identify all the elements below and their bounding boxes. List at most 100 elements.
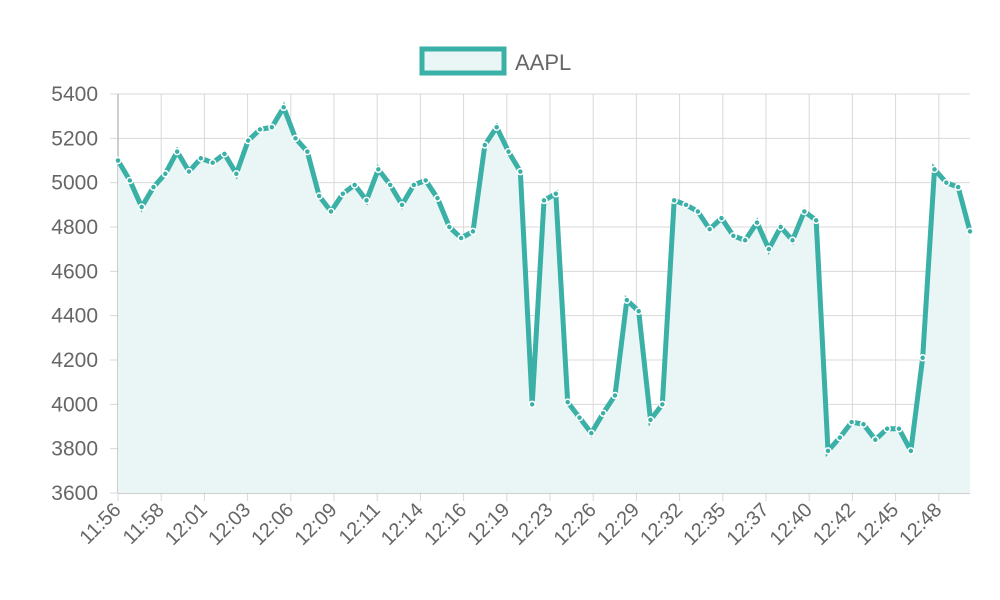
x-tick-label: 12:06: [247, 499, 298, 550]
y-tick-label: 5400: [51, 83, 98, 106]
data-point[interactable]: [339, 190, 347, 198]
data-point[interactable]: [256, 125, 264, 134]
data-point[interactable]: [895, 424, 903, 433]
data-point[interactable]: [457, 234, 465, 242]
y-tick-label: 3600: [51, 482, 98, 505]
data-point[interactable]: [279, 103, 288, 112]
data-point[interactable]: [362, 196, 371, 205]
data-point[interactable]: [220, 150, 229, 158]
legend-label: AAPL: [515, 50, 571, 75]
data-point[interactable]: [374, 165, 383, 174]
data-point[interactable]: [552, 190, 560, 198]
x-tick-label: 12:40: [766, 499, 817, 550]
data-point[interactable]: [291, 134, 300, 143]
data-point[interactable]: [327, 207, 335, 216]
data-point[interactable]: [303, 147, 312, 156]
data-point[interactable]: [516, 167, 525, 176]
data-point[interactable]: [587, 429, 596, 437]
data-point[interactable]: [244, 136, 252, 145]
data-point[interactable]: [232, 170, 241, 178]
data-point[interactable]: [350, 181, 359, 189]
data-point[interactable]: [741, 236, 749, 245]
data-point[interactable]: [966, 227, 974, 236]
data-point[interactable]: [599, 409, 607, 417]
x-tick-label: 12:26: [550, 499, 601, 550]
x-tick-label: 12:19: [463, 499, 514, 550]
data-point[interactable]: [918, 354, 927, 362]
data-point[interactable]: [126, 176, 134, 185]
data-point[interactable]: [859, 420, 868, 429]
x-axis-ticks: 11:5611:5812:0112:0312:0612:0912:1112:14…: [76, 499, 947, 550]
data-point[interactable]: [492, 123, 501, 131]
data-point[interactable]: [563, 398, 572, 406]
data-point[interactable]: [623, 296, 631, 304]
data-points: [114, 103, 974, 455]
data-point[interactable]: [445, 223, 454, 231]
data-point[interactable]: [812, 216, 820, 225]
data-point[interactable]: [481, 141, 489, 149]
data-point[interactable]: [315, 192, 323, 200]
data-point[interactable]: [646, 416, 655, 424]
data-point[interactable]: [705, 225, 714, 233]
data-point[interactable]: [469, 227, 477, 236]
data-point[interactable]: [765, 245, 773, 253]
data-point[interactable]: [575, 413, 584, 422]
y-tick-label: 4000: [51, 393, 98, 416]
data-point[interactable]: [658, 400, 667, 409]
data-point[interactable]: [788, 236, 797, 245]
y-tick-label: 4400: [51, 305, 98, 328]
data-point[interactable]: [682, 201, 690, 209]
data-point[interactable]: [433, 194, 442, 202]
data-point[interactable]: [421, 176, 430, 185]
data-point[interactable]: [871, 436, 880, 444]
area-fill: [118, 107, 970, 494]
x-tick-label: 12:37: [723, 499, 774, 550]
legend[interactable]: AAPL: [419, 46, 571, 76]
x-tick-label: 12:32: [636, 499, 687, 550]
data-point[interactable]: [173, 147, 181, 156]
data-point[interactable]: [800, 207, 809, 216]
y-axis-ticks: 3600 3800 4000 4200 4400 4600 4800 5000 5200 5400: [51, 83, 98, 505]
data-point[interactable]: [114, 156, 122, 165]
series-area: [118, 107, 970, 494]
data-point[interactable]: [410, 181, 418, 189]
x-tick-label: 12:03: [204, 499, 255, 550]
data-point[interactable]: [883, 424, 891, 433]
data-point[interactable]: [185, 167, 193, 176]
y-tick-label: 5000: [51, 172, 98, 195]
data-point[interactable]: [611, 391, 619, 400]
data-point[interactable]: [398, 201, 406, 209]
data-point[interactable]: [540, 196, 548, 205]
data-point[interactable]: [197, 154, 205, 163]
data-point[interactable]: [694, 207, 702, 216]
x-tick-label: 12:16: [420, 499, 471, 550]
data-point[interactable]: [528, 400, 536, 409]
data-point[interactable]: [386, 181, 394, 189]
data-point[interactable]: [634, 307, 643, 315]
x-tick-label: 12:23: [507, 499, 558, 550]
data-point[interactable]: [847, 418, 856, 426]
data-point[interactable]: [942, 178, 951, 187]
data-point[interactable]: [149, 183, 158, 191]
data-point[interactable]: [836, 433, 844, 442]
data-point[interactable]: [753, 218, 761, 227]
data-point[interactable]: [504, 147, 513, 156]
y-tick-label: 3800: [51, 438, 98, 461]
y-tick-label: 4800: [51, 216, 98, 239]
y-tick-label: 4600: [51, 260, 98, 283]
x-tick-label: 12:48: [895, 499, 946, 550]
data-point[interactable]: [717, 214, 726, 222]
data-point[interactable]: [161, 170, 170, 178]
data-point[interactable]: [776, 223, 785, 231]
data-point[interactable]: [729, 232, 738, 240]
data-point[interactable]: [208, 158, 217, 167]
x-tick-label: 12:11: [335, 499, 385, 549]
data-point[interactable]: [137, 203, 146, 211]
data-point[interactable]: [670, 196, 678, 205]
data-point[interactable]: [268, 123, 276, 131]
data-point[interactable]: [907, 447, 915, 455]
data-point[interactable]: [954, 183, 962, 191]
data-point[interactable]: [824, 447, 832, 455]
data-point[interactable]: [930, 165, 939, 174]
